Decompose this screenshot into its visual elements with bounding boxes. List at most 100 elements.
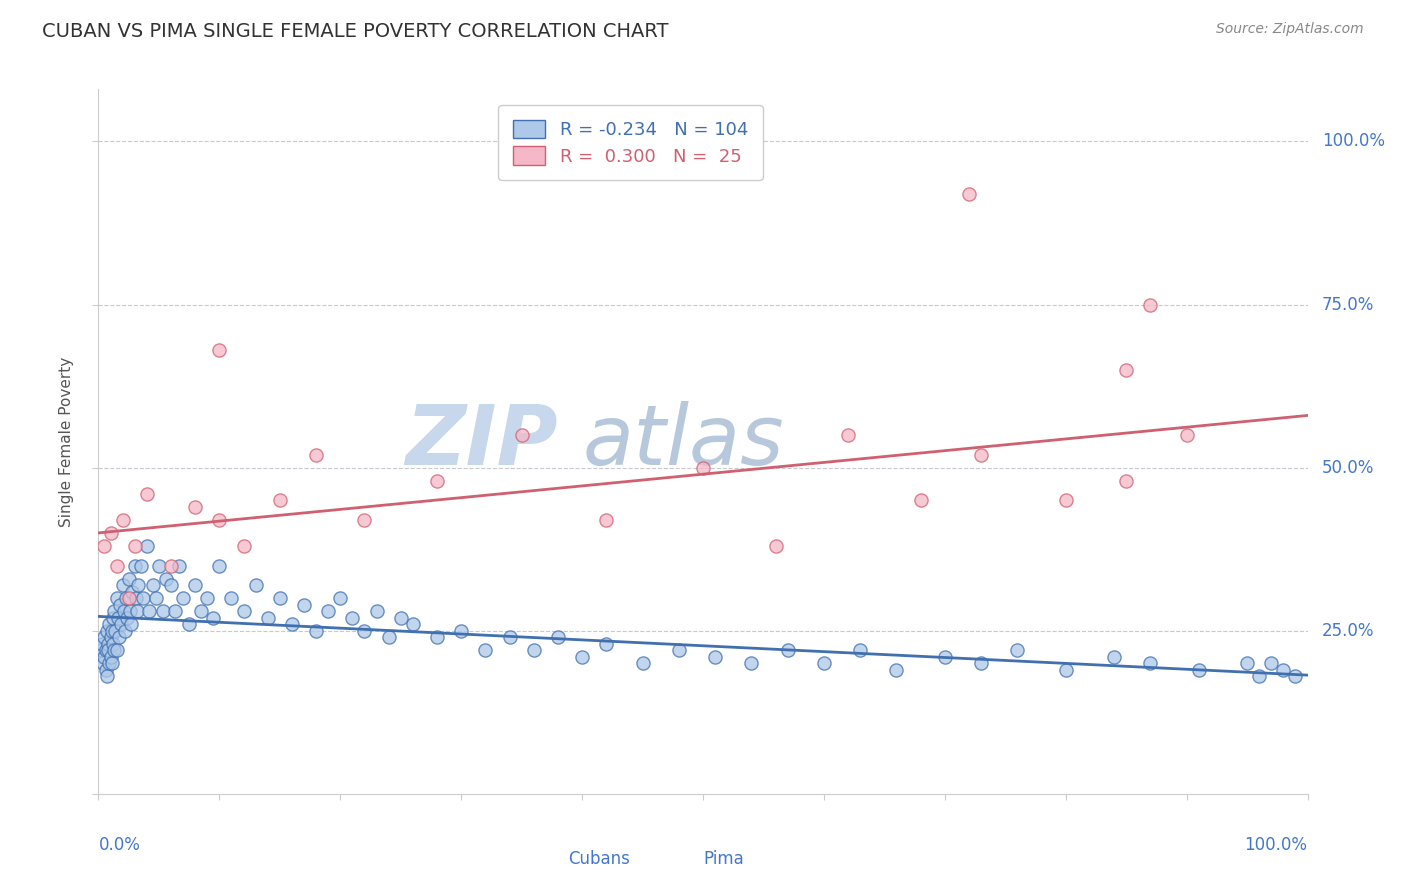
Point xyxy=(353,513,375,527)
Point xyxy=(1236,657,1258,671)
Point xyxy=(184,500,207,514)
Text: atlas: atlas xyxy=(582,401,783,482)
Point xyxy=(111,578,134,592)
Point xyxy=(692,460,714,475)
Point xyxy=(1284,669,1306,683)
Point xyxy=(221,591,243,606)
Point xyxy=(1054,663,1077,677)
Legend: R = -0.234   N = 104, R =  0.300   N =  25: R = -0.234 N = 104, R = 0.300 N = 25 xyxy=(498,105,762,180)
Point xyxy=(377,630,399,644)
Point xyxy=(117,611,139,625)
Point xyxy=(316,604,339,618)
Point xyxy=(152,604,174,618)
Text: 100.0%: 100.0% xyxy=(1322,132,1385,151)
Point xyxy=(135,487,157,501)
Point xyxy=(138,604,160,618)
Point xyxy=(474,643,496,657)
Point xyxy=(132,591,155,606)
Text: 100.0%: 100.0% xyxy=(1244,836,1308,855)
Point xyxy=(127,604,149,618)
Point xyxy=(970,448,993,462)
Point xyxy=(329,591,352,606)
Point xyxy=(740,657,762,671)
Point xyxy=(155,572,177,586)
Point xyxy=(101,611,124,625)
Point xyxy=(100,649,122,664)
Point xyxy=(704,649,727,664)
Point xyxy=(426,630,449,644)
Point xyxy=(111,513,134,527)
Point xyxy=(90,643,112,657)
Point xyxy=(118,604,141,618)
Point xyxy=(129,558,152,573)
Point xyxy=(366,604,388,618)
Point xyxy=(1249,669,1271,683)
Point xyxy=(105,643,128,657)
Point xyxy=(163,604,186,618)
Point xyxy=(160,558,183,573)
Text: CUBAN VS PIMA SINGLE FEMALE POVERTY CORRELATION CHART: CUBAN VS PIMA SINGLE FEMALE POVERTY CORR… xyxy=(42,22,669,41)
Text: ZIP: ZIP xyxy=(405,401,558,482)
Point xyxy=(202,611,225,625)
Point xyxy=(232,604,254,618)
Point xyxy=(91,657,114,671)
Point xyxy=(121,584,143,599)
Point xyxy=(510,428,533,442)
Point xyxy=(94,643,117,657)
Point xyxy=(1175,428,1198,442)
Point xyxy=(98,657,121,671)
Point xyxy=(1007,643,1029,657)
Text: Source: ZipAtlas.com: Source: ZipAtlas.com xyxy=(1216,22,1364,37)
Text: Pima: Pima xyxy=(703,850,744,868)
Point xyxy=(837,428,859,442)
Point xyxy=(107,611,129,625)
Point xyxy=(342,611,364,625)
Point xyxy=(1188,663,1211,677)
Point xyxy=(127,578,149,592)
Point xyxy=(402,617,425,632)
Point xyxy=(135,539,157,553)
Point xyxy=(1115,363,1137,377)
Point xyxy=(1139,297,1161,311)
Point xyxy=(100,630,122,644)
Point xyxy=(269,493,291,508)
Point xyxy=(94,663,117,677)
Point xyxy=(160,578,183,592)
Point xyxy=(190,604,212,618)
Point xyxy=(93,539,115,553)
Point xyxy=(195,591,218,606)
Point xyxy=(571,649,593,664)
Point xyxy=(595,637,617,651)
Point xyxy=(1260,657,1282,671)
Point xyxy=(523,643,546,657)
Point xyxy=(547,630,569,644)
Point xyxy=(281,617,304,632)
Point xyxy=(426,474,449,488)
Point xyxy=(498,630,520,644)
Point xyxy=(100,657,122,671)
Point xyxy=(100,525,122,540)
Point xyxy=(245,578,267,592)
Point xyxy=(103,643,125,657)
Point xyxy=(103,604,125,618)
Point xyxy=(776,643,799,657)
Point xyxy=(169,558,191,573)
Point xyxy=(1102,649,1125,664)
Point xyxy=(208,558,231,573)
Point xyxy=(100,624,122,638)
Point xyxy=(105,558,128,573)
Point xyxy=(305,624,328,638)
Point xyxy=(1139,657,1161,671)
Point xyxy=(389,611,412,625)
Point xyxy=(104,624,127,638)
Point xyxy=(849,643,872,657)
Point xyxy=(595,513,617,527)
Y-axis label: Single Female Poverty: Single Female Poverty xyxy=(59,357,75,526)
Point xyxy=(108,630,131,644)
Point xyxy=(96,624,118,638)
Point xyxy=(91,637,114,651)
Point xyxy=(120,617,142,632)
Point xyxy=(93,630,115,644)
Point xyxy=(101,637,124,651)
Point xyxy=(886,663,908,677)
